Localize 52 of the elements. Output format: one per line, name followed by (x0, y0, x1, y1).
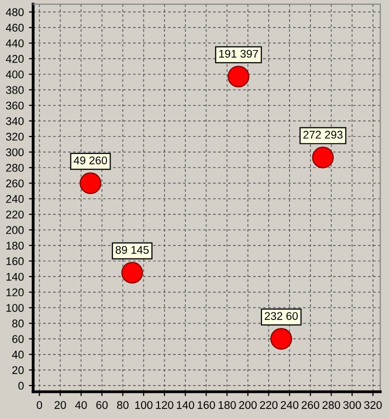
y-tick-label: 480 (6, 8, 24, 16)
annotation: 89 145 (116, 246, 149, 254)
y-tick-label: 420 (6, 54, 24, 63)
x-tick-label: 300 (343, 401, 361, 409)
y-tick-label: 440 (6, 39, 24, 48)
y-tick-label: 380 (6, 86, 24, 94)
y-tick-label: 460 (6, 24, 24, 32)
x-tick-label: 200 (239, 401, 257, 409)
x-tick-label: 0 (36, 401, 42, 409)
y-tick-label: 160 (6, 257, 24, 266)
y-tick-label: 0 (18, 382, 24, 390)
y-tick-label: 20 (12, 366, 24, 374)
x-tick-label: 320 (364, 401, 382, 409)
y-tick-label: 360 (6, 102, 24, 110)
x-tick-label: 140 (176, 401, 194, 409)
y-tick-label: 320 (6, 132, 24, 141)
y-tick-label: 280 (6, 164, 24, 172)
y-tick-label: 100 (6, 304, 24, 312)
point (121, 262, 144, 284)
y-tick-label: 140 (6, 272, 24, 281)
y-tick-label: 60 (12, 335, 24, 343)
y-tick-label: 300 (6, 148, 24, 156)
x-tick-label: 180 (218, 401, 236, 409)
x-tick-label: 260 (302, 401, 320, 409)
y-tick-label: 120 (6, 288, 24, 296)
y-tick-label: 200 (6, 226, 24, 234)
y-tick-label: 80 (12, 320, 24, 328)
x-tick-label: 40 (75, 401, 87, 409)
x-tick-label: 80 (117, 401, 129, 409)
y-tick-label: 40 (12, 350, 24, 359)
y-tick-label: 400 (6, 70, 24, 78)
y-tick-label: 220 (6, 210, 24, 218)
point (312, 146, 334, 168)
annotation: 49 260 (74, 156, 108, 164)
x-tick-label: 120 (156, 401, 174, 409)
point (80, 172, 102, 194)
y-tick-label: 260 (6, 179, 24, 188)
annotation: 191 397 (219, 50, 258, 58)
x-tick-label: 220 (260, 401, 278, 409)
x-tick-label: 240 (280, 401, 298, 409)
x-tick-label: 60 (96, 401, 108, 409)
point (270, 328, 292, 350)
y-tick-label: 180 (6, 242, 24, 250)
x-tick-label: 280 (322, 401, 340, 409)
annotation: 272 293 (303, 130, 343, 139)
annotation: 232 60 (264, 312, 298, 320)
y-tick-label: 240 (6, 195, 24, 203)
x-tick-label: 100 (135, 401, 152, 409)
point (228, 66, 250, 88)
x-tick-label: 20 (54, 401, 66, 409)
y-tick-label: 340 (6, 117, 24, 126)
x-tick-label: 160 (198, 401, 216, 409)
